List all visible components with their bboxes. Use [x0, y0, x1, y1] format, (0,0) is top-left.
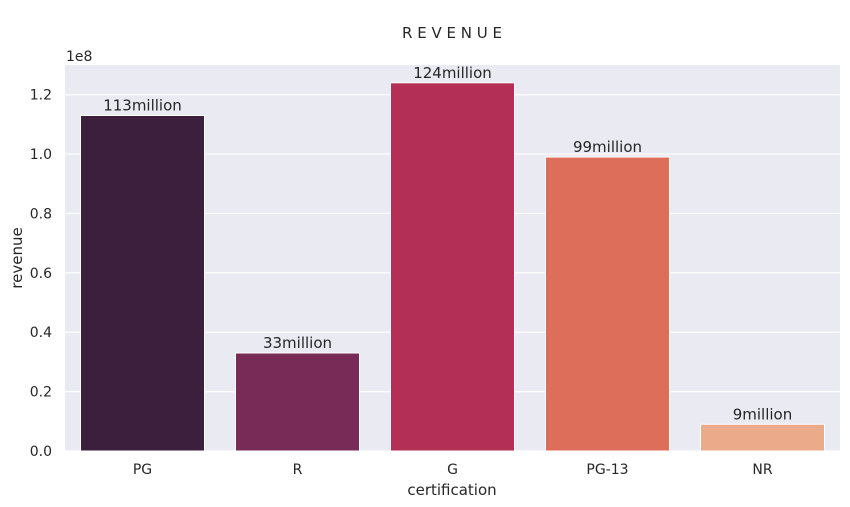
bars: [80, 82, 825, 452]
x-tick-label: G: [447, 462, 458, 478]
chart-title: R E V E N U E: [402, 24, 502, 42]
y-tick-label: 0.6: [30, 266, 52, 282]
x-tick-label: R: [293, 462, 303, 478]
y-tick-label: 0.8: [30, 206, 52, 222]
x-tick-label: NR: [752, 462, 772, 478]
bar-pg-13: [545, 156, 670, 452]
bar-value-label: 99million: [573, 138, 642, 156]
y-offset-label: 1e8: [66, 49, 92, 65]
bar-value-label: 33million: [263, 334, 332, 352]
x-tick-label: PG-13: [586, 462, 628, 478]
x-axis-label: certification: [407, 481, 496, 499]
y-axis-ticks: 0.0 0.2 0.4 0.6 0.8 1.0 1.2: [30, 88, 52, 460]
bar-g: [390, 82, 515, 452]
x-tick-label: PG: [133, 462, 152, 478]
y-tick-label: 0.4: [30, 325, 52, 341]
bar-nr: [700, 423, 825, 452]
bar-value-label: 124million: [413, 64, 492, 82]
x-axis-ticks: PG R G PG-13 NR: [133, 462, 773, 478]
bar-pg: [80, 114, 205, 452]
y-tick-label: 1.0: [30, 147, 52, 163]
y-tick-label: 0.2: [30, 385, 52, 401]
y-tick-label: 1.2: [30, 88, 52, 104]
y-tick-label: 0.0: [30, 444, 52, 460]
y-axis-label: revenue: [8, 227, 26, 288]
bar-r: [235, 352, 360, 452]
bar-value-label: 113million: [103, 96, 182, 114]
bar-labels: 113million 33million 124million 99million 9m…: [103, 64, 792, 423]
bar-value-label: 9million: [733, 405, 793, 423]
